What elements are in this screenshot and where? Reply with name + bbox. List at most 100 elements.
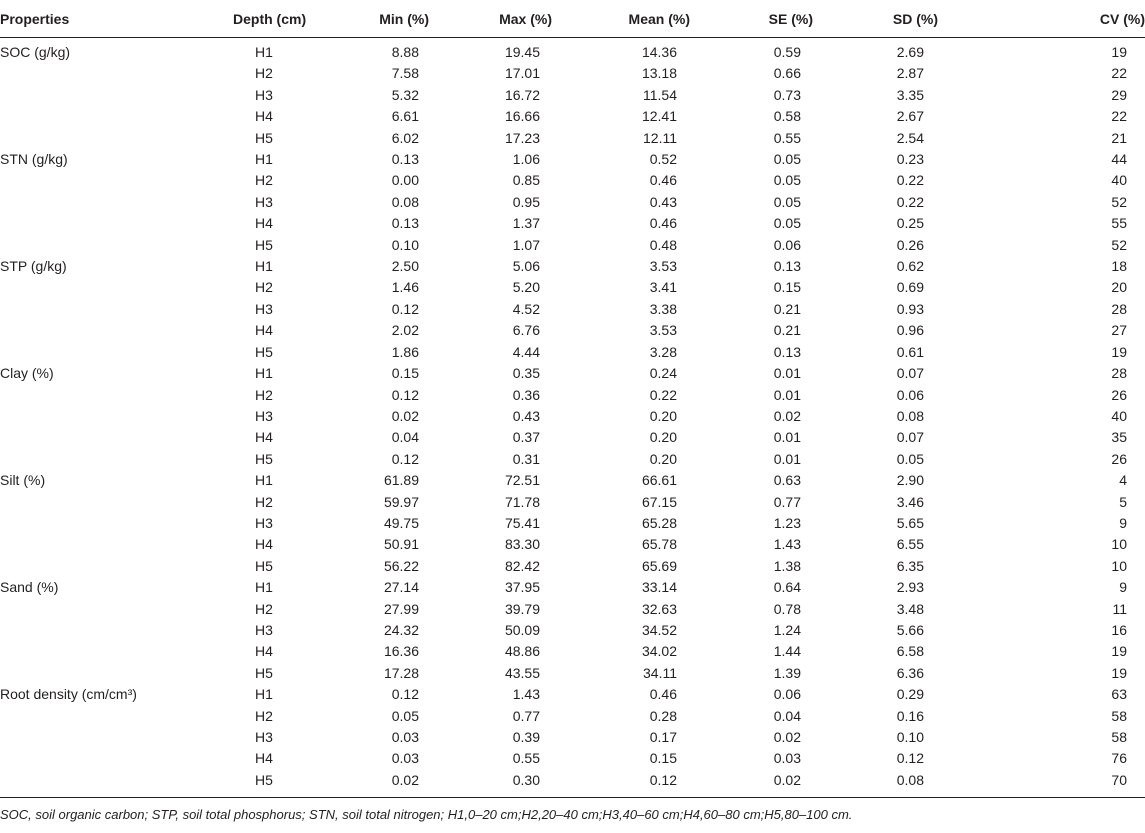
header-cv: CV (%) [978,0,1145,38]
cell-se: 0.01 [773,450,801,467]
cell-se: 0.77 [773,493,801,510]
cell-property [0,106,215,127]
table-row: H5 6.02 17.23 12.11 0.55 2.54 21 [0,128,1145,149]
cell-se: 0.01 [773,386,801,403]
cell-cv: 4 [1119,472,1127,489]
cell-property [0,727,215,748]
cell-depth: H3 [255,621,273,638]
cell-min: 0.12 [391,386,419,403]
cell-min: 0.13 [391,151,419,168]
cell-property [0,706,215,727]
cell-max: 6.76 [512,322,540,339]
cell-property [0,449,215,470]
cell-depth: H5 [255,450,273,467]
cell-depth: H1 [255,579,273,596]
cell-min: 61.89 [383,472,419,489]
cell-depth: H2 [255,65,273,82]
cell-max: 0.39 [512,729,540,745]
cell-mean: 0.20 [649,407,677,424]
cell-cv: 20 [1111,279,1127,296]
cell-sd: 0.05 [896,450,924,467]
cell-depth: H4 [255,322,273,339]
cell-sd: 6.55 [896,536,924,553]
cell-mean: 14.36 [641,44,677,60]
table-row: SOC (g/kg) H1 8.88 19.45 14.36 0.59 2.69 19 [0,38,1145,64]
cell-sd: 0.93 [896,300,924,317]
cell-se: 0.02 [773,407,801,424]
cell-mean: 0.20 [649,450,677,467]
cell-cv: 22 [1111,108,1127,125]
cell-max: 4.52 [512,300,540,317]
cell-min: 2.50 [391,258,419,275]
table-row: H2 0.05 0.77 0.28 0.04 0.16 58 [0,706,1145,727]
cell-depth: H2 [255,386,273,403]
cell-se: 0.01 [773,365,801,382]
table-row: H2 1.46 5.20 3.41 0.15 0.69 20 [0,277,1145,298]
cell-sd: 0.08 [896,771,924,788]
cell-se: 0.04 [773,707,801,724]
cell-cv: 19 [1111,44,1127,60]
cell-min: 0.10 [391,236,419,253]
cell-cv: 19 [1111,643,1127,660]
cell-depth: H1 [255,44,273,60]
cell-depth: H2 [255,600,273,617]
cell-se: 1.39 [773,664,801,681]
cell-mean: 66.61 [641,472,677,489]
cell-mean: 0.28 [649,707,677,724]
cell-se: 0.59 [773,44,801,60]
cell-property: Root density (cm/cm³) [0,686,137,703]
cell-mean: 3.41 [649,279,677,296]
cell-se: 0.01 [773,429,801,446]
cell-depth: H2 [255,493,273,510]
cell-sd: 6.36 [896,664,924,681]
table-row: H3 0.02 0.43 0.20 0.02 0.08 40 [0,406,1145,427]
soil-properties-table: Properties Depth (cm) Min (%) Max (%) Me… [0,0,1145,788]
cell-se: 0.15 [773,279,801,296]
cell-mean: 3.53 [649,258,677,275]
cell-se: 0.02 [773,729,801,745]
cell-cv: 21 [1111,129,1127,146]
cell-depth: H3 [255,86,273,103]
table-row: H4 0.03 0.55 0.15 0.03 0.12 76 [0,748,1145,769]
cell-max: 0.30 [512,771,540,788]
cell-sd: 2.69 [896,44,924,60]
cell-cv: 5 [1119,493,1127,510]
cell-sd: 2.93 [896,579,924,596]
cell-property [0,427,215,448]
cell-max: 71.78 [504,493,540,510]
table-row: H5 0.12 0.31 0.20 0.01 0.05 26 [0,449,1145,470]
header-sd: SD (%) [841,0,978,38]
cell-cv: 9 [1119,579,1127,596]
cell-min: 0.12 [391,450,419,467]
table-row: H4 6.61 16.66 12.41 0.58 2.67 22 [0,106,1145,127]
cell-property [0,406,215,427]
cell-cv: 76 [1111,750,1127,767]
cell-mean: 34.02 [641,643,677,660]
cell-sd: 0.69 [896,279,924,296]
cell-se: 1.24 [773,621,801,638]
cell-se: 0.13 [773,343,801,360]
cell-mean: 3.38 [649,300,677,317]
table-row: H5 1.86 4.44 3.28 0.13 0.61 19 [0,342,1145,363]
cell-depth: H5 [255,343,273,360]
cell-sd: 0.08 [896,407,924,424]
cell-sd: 0.62 [896,258,924,275]
cell-property [0,385,215,406]
header-mean: Mean (%) [580,0,715,38]
cell-sd: 0.25 [896,215,924,232]
cell-mean: 3.28 [649,343,677,360]
cell-sd: 0.61 [896,343,924,360]
cell-cv: 40 [1111,172,1127,189]
cell-mean: 33.14 [641,579,677,596]
cell-mean: 12.11 [643,129,677,146]
cell-min: 0.00 [391,172,419,189]
cell-depth: H1 [255,686,273,703]
header-properties: Properties [0,0,215,38]
table-row: H4 50.91 83.30 65.78 1.43 6.55 10 [0,534,1145,555]
table-row: H4 0.13 1.37 0.46 0.05 0.25 55 [0,213,1145,234]
cell-cv: 11 [1112,600,1127,617]
cell-max: 4.44 [512,343,540,360]
table-row: Root density (cm/cm³) H1 0.12 1.43 0.46 0.06 0… [0,684,1145,705]
cell-sd: 0.23 [896,151,924,168]
cell-property [0,170,215,191]
